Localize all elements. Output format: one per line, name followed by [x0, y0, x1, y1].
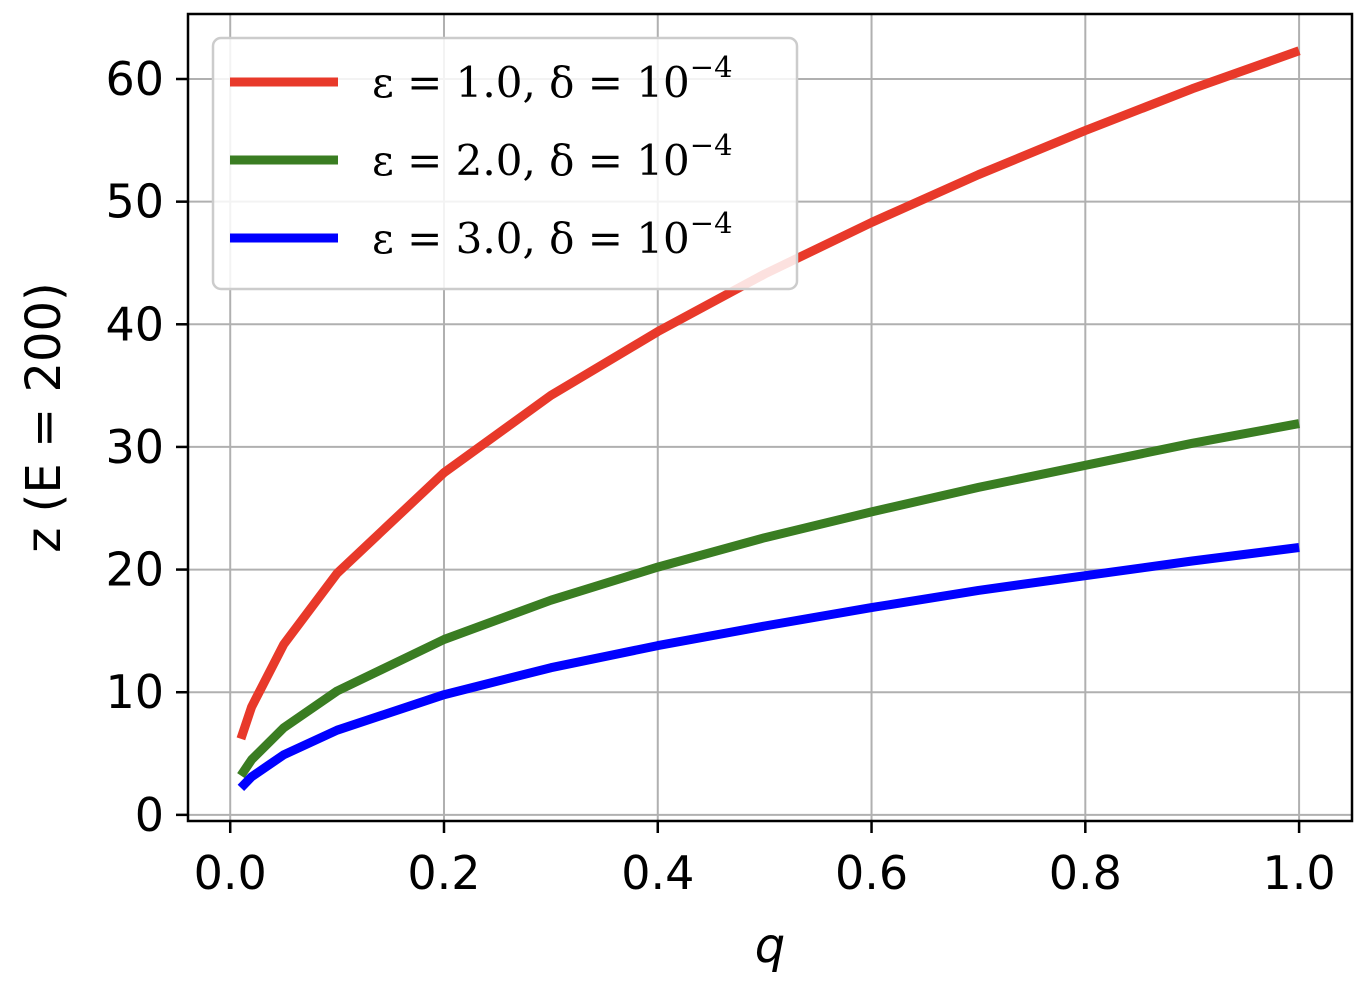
- legend-label-3: ε = 3.0, δ = 10−4: [372, 206, 733, 263]
- plot-frame: [186, 12, 1354, 823]
- y-tick-label: 60: [105, 52, 164, 106]
- legend-box: [211, 36, 799, 291]
- legend-label-exponent: −4: [690, 128, 733, 162]
- legend-label-1: ε = 1.0, δ = 10−4: [372, 50, 733, 107]
- axis-ticks: 0.0 0.2 0.4 0.6 0.8 1.0 0 10 20 30 40 50 60: [105, 52, 1335, 900]
- y-tick-label: 50: [105, 175, 164, 229]
- legend: ε = 1.0, δ = 10−4ε = 2.0, δ = 10−4ε = 3.…: [211, 36, 799, 291]
- x-tick-label: 0.0: [194, 846, 267, 900]
- y-tick-label: 0: [135, 788, 164, 842]
- x-axis-label: q: [755, 918, 785, 974]
- x-tick-label: 1.0: [1263, 846, 1336, 900]
- y-tick-label: 40: [105, 297, 164, 351]
- legend-label-exponent: −4: [690, 50, 733, 84]
- x-tick-label: 0.2: [407, 846, 480, 900]
- x-tick-label: 0.8: [1049, 846, 1122, 900]
- legend-label-exponent: −4: [690, 206, 733, 240]
- legend-label-main: ε = 1.0, δ = 10: [372, 58, 690, 107]
- y-tick-label: 30: [105, 420, 164, 474]
- legend-label-main: ε = 2.0, δ = 10: [372, 136, 690, 185]
- y-tick-label: 20: [105, 543, 164, 597]
- legend-label-main: ε = 3.0, δ = 10: [372, 214, 690, 263]
- series-line-3: [237, 543, 1300, 792]
- x-tick-label: 0.6: [835, 846, 908, 900]
- series-lines: [236, 46, 1301, 792]
- series-line-2: [237, 419, 1300, 779]
- legend-label-2: ε = 2.0, δ = 10−4: [372, 128, 733, 185]
- x-tick-label: 0.4: [621, 846, 694, 900]
- y-tick-label: 10: [105, 665, 164, 719]
- series-line-1: [236, 46, 1301, 741]
- y-axis-label: z (E = 200): [16, 282, 72, 553]
